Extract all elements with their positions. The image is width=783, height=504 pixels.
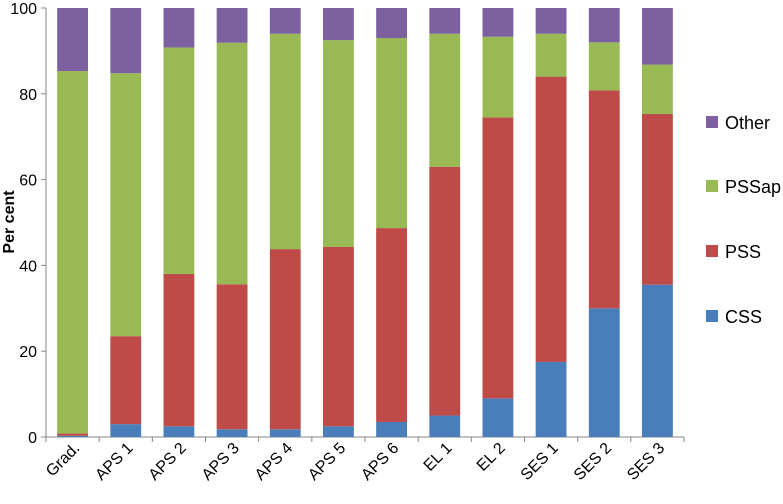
bar-segment-pssap (429, 33, 461, 167)
y-tick-label: 0 (28, 430, 37, 447)
bar-segment-other (216, 8, 248, 43)
bar-segment-pss (429, 166, 461, 416)
bar-segment-other (110, 8, 142, 74)
bar-segment-css (110, 424, 142, 437)
x-tick-label: APS 3 (199, 440, 243, 484)
bar-segment-pssap (163, 47, 195, 274)
bar-segment-pss (376, 228, 407, 422)
bar-segment-pssap (588, 42, 620, 91)
bar-segment-css (535, 361, 567, 437)
bar-segment-other (535, 8, 567, 34)
bar-segment-pssap (110, 73, 142, 337)
x-tick-label: APS 5 (305, 440, 349, 484)
legend-label-css: CSS (725, 307, 762, 327)
bar-segment-pss (535, 76, 567, 362)
bar-segment-pssap (57, 71, 88, 434)
bar-segment-pss (110, 336, 142, 425)
y-tick-label: 100 (10, 1, 37, 18)
legend-label-other: Other (725, 113, 770, 133)
bar-segment-pss (642, 113, 673, 285)
x-tick-label: SES 2 (571, 440, 615, 484)
bar-segment-css (323, 426, 354, 437)
bar-segment-css (376, 421, 407, 437)
bar-segment-css (482, 398, 514, 437)
y-tick-label: 80 (19, 87, 37, 104)
legend-label-pssap: PSSap (725, 177, 781, 197)
x-tick-label: Grad. (43, 440, 83, 480)
x-tick-label: EL 1 (421, 440, 456, 475)
bar-segment-css (642, 284, 673, 437)
bar-segment-pss (482, 117, 514, 399)
x-tick-label: EL 2 (474, 440, 509, 475)
y-tick-label: 20 (19, 344, 37, 361)
bar-segment-pss (163, 273, 195, 427)
bar-segment-pssap (535, 33, 567, 77)
bar-segment-css (269, 429, 301, 437)
bar-segment-pssap (482, 36, 514, 118)
bar-segment-other (57, 8, 88, 72)
x-tick-label: SES 1 (518, 440, 562, 484)
x-tick-label: SES 3 (624, 440, 668, 484)
bar-segment-other (163, 8, 195, 48)
bar-segment-css (163, 426, 195, 437)
bar-segment-other (588, 8, 620, 43)
legend-label-pss: PSS (725, 242, 761, 262)
bar-segment-pss (588, 90, 620, 309)
bar-segment-other (642, 8, 673, 65)
bar-segment-pss (57, 433, 88, 436)
y-axis-label: Per cent (1, 190, 18, 254)
legend-swatch-css (706, 310, 718, 322)
legend-swatch-other (706, 116, 718, 128)
legend: Other PSSap PSS CSS (706, 113, 781, 327)
bar-segment-css (588, 308, 620, 437)
x-tick-label: APS 1 (92, 440, 136, 484)
x-tick-label: APS 6 (358, 440, 402, 484)
bar-segment-other (482, 8, 514, 37)
bar-segment-pssap (642, 64, 673, 114)
bar-segment-css (57, 435, 88, 437)
y-tick-label: 60 (19, 173, 37, 190)
bar-segment-pssap (323, 40, 354, 247)
x-tick-label: APS 2 (146, 440, 190, 484)
bar-segment-other (323, 8, 354, 41)
bar-segment-css (429, 415, 461, 437)
bar-segment-pss (216, 284, 248, 430)
x-tick-label: APS 4 (252, 440, 296, 484)
bar-segment-other (376, 8, 407, 39)
bar-segment-pssap (269, 33, 301, 250)
legend-swatch-pssap (706, 180, 718, 192)
legend-swatch-pss (706, 245, 718, 257)
bar-segment-other (269, 8, 301, 34)
bar-segment-pss (323, 246, 354, 427)
bar-segment-pssap (216, 42, 248, 285)
y-tick-label: 40 (19, 258, 37, 275)
bar-segment-css (216, 429, 248, 437)
bar-segment-pssap (376, 38, 407, 229)
bar-segment-other (429, 8, 461, 34)
bar-segment-pss (269, 249, 301, 430)
